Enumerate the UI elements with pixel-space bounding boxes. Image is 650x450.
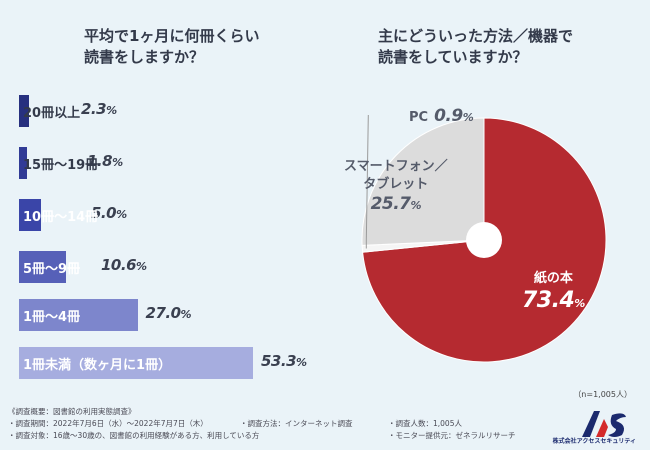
bar-label: 15冊〜19冊 <box>23 158 99 173</box>
bar-label: 1冊未満（数ヶ月に1冊） <box>23 358 172 373</box>
bar-label: 1冊〜4冊 <box>23 310 81 325</box>
survey-footer: 《調査概要：図書館の利用実態調査》 ・調査期間：2022年7月6日（水）〜202… <box>0 403 650 450</box>
pie-center-hole <box>466 222 502 258</box>
bar-value: 2.3% <box>81 100 117 118</box>
sample-size-note: （n=1,005人） <box>573 390 632 399</box>
right-chart-title: 主にどういった方法／機器で 読書をしていますか？ <box>378 27 574 66</box>
pie-label-name: 紙の本 <box>533 271 573 286</box>
bar-value: 5.0% <box>91 204 127 222</box>
bar-label: 5冊〜9冊 <box>23 262 81 277</box>
survey-count: ・調査人数：1,005人 <box>388 419 462 428</box>
pie-label: PC 0.9% <box>409 106 474 127</box>
survey-method: ・調査方法：インターネット調査 <box>240 419 353 428</box>
bar-chart: 20冊以上 2.3% 15冊〜19冊 1.8% 10冊〜14冊 5.0% 5冊〜9冊 10.6… <box>0 0 330 400</box>
bar <box>19 147 27 179</box>
pie-label: 紙の本 73.4% <box>522 270 585 313</box>
survey-period: ・調査期間：2022年7月6日（水）〜2022年7月7日（木） <box>8 419 208 428</box>
bar <box>19 95 30 127</box>
pie-label-name: PC <box>409 110 429 125</box>
pie-label-value: 0.9% <box>434 106 474 126</box>
company-logo-icon <box>582 411 626 437</box>
bar-value: 10.6% <box>101 256 147 274</box>
bar <box>19 251 66 283</box>
pie-slice-smartphone <box>361 117 485 246</box>
pie-label-value: 25.7% <box>370 194 422 214</box>
pie-leader-line <box>365 114 369 249</box>
bar-value: 53.3% <box>261 352 307 370</box>
bar <box>19 299 138 331</box>
bar-value: 1.8% <box>87 152 123 170</box>
bar <box>19 347 253 379</box>
pie-chart <box>361 114 607 363</box>
survey-monitor: ・モニター提供元：ゼネラルリサーチ <box>388 431 516 440</box>
bar <box>19 199 41 231</box>
bar-label: 20冊以上 <box>23 106 81 121</box>
left-chart-title: 平均で1ヶ月に何冊くらい 読書をしますか？ <box>84 27 260 66</box>
company-name: 株式会社アクセスセキュリティ <box>552 438 636 445</box>
bar-label: 10冊〜14冊 <box>23 210 99 225</box>
bar-value: 27.0% <box>145 304 192 322</box>
pie-label-name: スマートフォン／ タブレット <box>344 159 448 192</box>
pie-label: スマートフォン／ タブレット 25.7% <box>344 158 448 214</box>
survey-target: ・調査対象：16歳〜30歳の、図書館の利用経験がある方、利用している方 <box>8 431 260 440</box>
survey-heading: 《調査概要：図書館の利用実態調査》 <box>8 407 136 416</box>
pie-label-value: 73.4% <box>522 288 585 313</box>
